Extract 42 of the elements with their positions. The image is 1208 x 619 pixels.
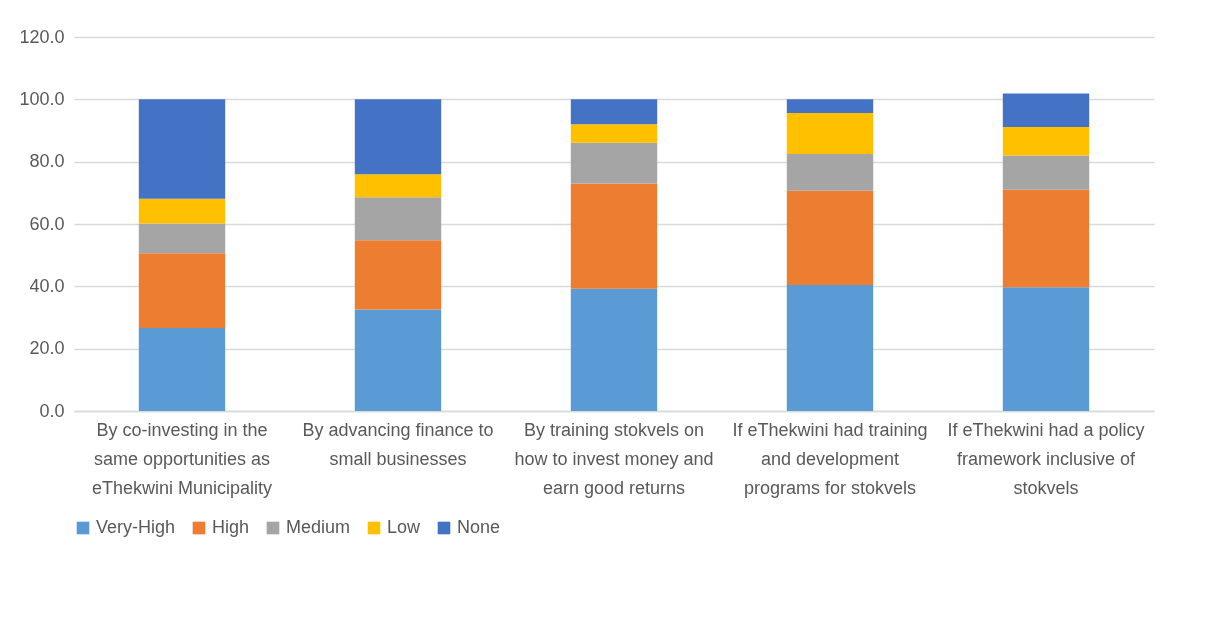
- bar: [1002, 93, 1090, 128]
- bar: [786, 285, 874, 411]
- bar: [138, 198, 226, 224]
- legend-label: Low: [387, 517, 422, 537]
- bar: [1002, 127, 1090, 156]
- x-tick-label: If eThekwini had training and development programs for stokvels: [732, 419, 928, 498]
- y-tick-label: 20.0: [29, 338, 65, 359]
- bar: [786, 153, 874, 191]
- x-tick-label: By advancing finance to small businesses: [302, 419, 494, 469]
- bar: [570, 288, 658, 411]
- bar: [1002, 189, 1090, 288]
- bar: [786, 190, 874, 286]
- bar: [354, 174, 442, 198]
- bar: [354, 309, 442, 411]
- legend-label: Medium: [286, 517, 351, 537]
- x-tick-label: By training stokvels on how to invest money and earn good returns: [514, 419, 714, 498]
- bar: [570, 183, 658, 289]
- y-tick-label: 0.0: [39, 400, 65, 421]
- bar: [138, 328, 226, 411]
- y-tick-label: 60.0: [29, 213, 65, 234]
- bar: [786, 99, 874, 114]
- bar: [138, 253, 226, 329]
- legend-label: Very-High: [96, 517, 176, 537]
- bar: [354, 240, 442, 310]
- y-tick-label: 40.0: [29, 275, 65, 296]
- bar: [354, 99, 442, 175]
- y-tick-label: 80.0: [29, 151, 65, 172]
- y-tick-label: 100.0: [19, 88, 65, 109]
- y-tick-label: 120.0: [19, 26, 65, 47]
- bar: [354, 197, 442, 241]
- bar: [138, 223, 226, 254]
- bar: [570, 124, 658, 143]
- x-tick-label: If eThekwini had a policy framework inclusive of stokvels: [947, 419, 1145, 498]
- legend-label: High: [212, 517, 250, 537]
- bar: [570, 99, 658, 125]
- x-tick-label: By co-investing in the same opportunities as eThekwini Municipality: [91, 419, 273, 498]
- bar: [1002, 155, 1090, 190]
- legend-label: None: [457, 517, 501, 537]
- bar: [786, 113, 874, 154]
- bar: [1002, 287, 1090, 411]
- bar: [138, 99, 226, 199]
- bar: [570, 142, 658, 184]
